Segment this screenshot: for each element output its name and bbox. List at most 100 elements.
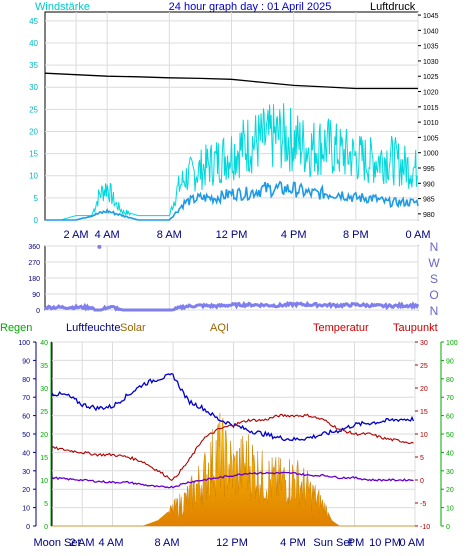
time-tick-label: 4 AM: [95, 229, 120, 241]
time-tick-label: Sun Set: [313, 537, 352, 549]
rain-tick-label: 10: [40, 478, 48, 485]
time-tick-label: 4 PM: [281, 229, 307, 241]
humidity-tick-label: 10: [22, 506, 30, 513]
humidity-tick-label: 20: [22, 487, 30, 494]
compass-letter: S: [430, 272, 438, 286]
solar-tick-label: 90: [446, 358, 454, 365]
pressure-tick-label: 1035: [423, 44, 439, 51]
compass-letter: O: [429, 288, 438, 302]
humidity-tick-label: 80: [22, 377, 30, 384]
aqi-legend: AQI: [210, 322, 229, 334]
wind-tick-label: 0: [34, 216, 39, 225]
solar-tick-label: 100: [446, 340, 458, 347]
temperature-tick-label: 15: [420, 409, 428, 416]
dewpoint-legend: Taupunkt: [393, 322, 438, 334]
wind-tick-label: 40: [29, 39, 38, 48]
solar-tick-label: 10: [446, 506, 454, 513]
time-tick-label: PM: [348, 537, 365, 549]
temperature-tick-label: 20: [420, 386, 428, 393]
temperature-legend: Temperatur: [313, 322, 369, 334]
time-tick-label: 0 AM: [399, 537, 424, 549]
solar-area: [52, 413, 415, 527]
compass-letter: W: [428, 256, 440, 270]
panel3-series: [51, 372, 415, 527]
pressure-tick-label: 995: [423, 166, 435, 173]
humidity-tick-label: 70: [22, 395, 30, 402]
rain-legend: Regen: [0, 322, 32, 334]
pressure-tick-label: 1015: [423, 105, 439, 112]
panel1-series: [44, 72, 419, 221]
solar-legend: Solar: [120, 322, 146, 334]
rain-tick-label: 20: [40, 432, 48, 439]
dewpoint-line: [51, 471, 414, 489]
pressure-line: [44, 72, 418, 90]
rain-tick-label: 35: [40, 363, 48, 370]
time-tick-label: 2 AM: [69, 537, 94, 549]
temperature-tick-label: 10: [420, 432, 428, 439]
pressure-axis-label: Luftdruck: [370, 1, 416, 13]
temperature-tick-label: 25: [420, 363, 428, 370]
time-tick-label: 8 PM: [343, 229, 369, 241]
rain-tick-label: 15: [40, 455, 48, 462]
direction-axis-ticks: 0 90 180 270 360: [28, 244, 40, 315]
time-tick-label: 8 AM: [157, 229, 182, 241]
humidity-tick-label: 60: [22, 414, 30, 421]
pressure-tick-label: 990: [423, 181, 435, 188]
time-tick-label: 0 AM: [405, 229, 430, 241]
humidity-tick-label: 100: [18, 340, 30, 347]
humidity-tick-label: 90: [22, 358, 30, 365]
solar-tick-label: 50: [446, 432, 454, 439]
solar-tick-label: 30: [446, 469, 454, 476]
wind-direction-point: [97, 244, 102, 249]
wind-tick-label: 20: [29, 127, 38, 136]
time-tick-label: 4 AM: [98, 537, 123, 549]
time-tick-label: 2 AM: [64, 229, 89, 241]
solar-tick-label: 60: [446, 414, 454, 421]
compass-letter: N: [430, 240, 439, 254]
pressure-tick-label: 985: [423, 197, 435, 204]
wind-axis-label: Windstärke: [35, 1, 90, 13]
temperature-tick-label: 30: [420, 340, 428, 347]
humidity-tick-label: 40: [22, 450, 30, 457]
solar-tick-label: 0: [446, 524, 450, 531]
pressure-tick-label: 1040: [423, 28, 439, 35]
solar-tick-label: 20: [446, 487, 454, 494]
wind-average-line: [45, 180, 419, 221]
direction-tick-label: 360: [28, 244, 40, 251]
pressure-tick-label: 1020: [423, 90, 439, 97]
direction-tick-label: 0: [36, 308, 40, 315]
time-tick-label: 12 PM: [216, 229, 248, 241]
pressure-tick-label: 1045: [423, 13, 439, 20]
time-tick-label: 4 PM: [280, 537, 306, 549]
temperature-tick-label: 5: [420, 455, 424, 462]
wind-tick-label: 10: [29, 172, 38, 181]
wind-direction-line: [43, 300, 420, 312]
rain-tick-label: 0: [44, 524, 48, 531]
panel3-axes: 01020304050607080901000510152025303540-1…: [18, 340, 457, 531]
solar-tick-label: 80: [446, 377, 454, 384]
temperature-tick-label: -5: [420, 501, 426, 508]
pressure-axis-ticks: 980 985 990 995 1000 1005 1010 1015 1020 1025 1030…: [418, 13, 439, 219]
rain-tick-label: 30: [40, 386, 48, 393]
panel1-title: 24 hour graph day : 01 April 2025: [169, 1, 332, 13]
solar-tick-label: 70: [446, 395, 454, 402]
wind-tick-label: 35: [29, 61, 38, 70]
wind-tick-label: 15: [29, 150, 38, 159]
wind-tick-label: 25: [29, 105, 38, 114]
time-tick-label: 12 PM: [216, 537, 248, 549]
humidity-legend: Luftfeuchte: [66, 322, 120, 334]
time-tick-label: Moon Set: [33, 537, 80, 549]
pressure-tick-label: 1005: [423, 135, 439, 142]
rain-tick-label: 5: [44, 501, 48, 508]
rain-tick-label: 40: [40, 340, 48, 347]
wind-tick-label: 5: [34, 194, 39, 203]
pressure-tick-label: 980: [423, 212, 435, 219]
pressure-tick-label: 1025: [423, 74, 439, 81]
panel2-series: [43, 244, 420, 312]
wind-axis-ticks: 0 5 10 15 20 25 30 35 40 45: [29, 17, 38, 225]
direction-tick-label: 270: [28, 260, 40, 267]
